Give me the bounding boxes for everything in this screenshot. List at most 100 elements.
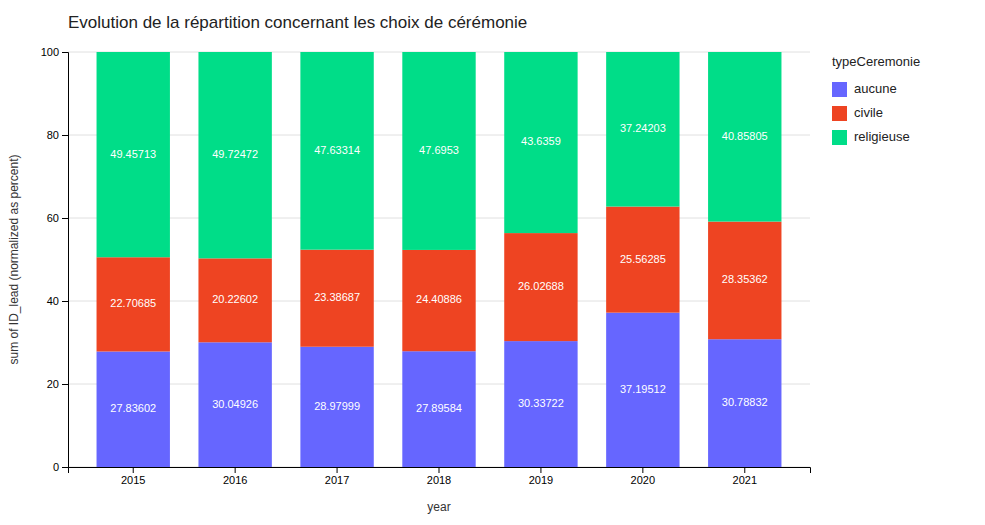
y-tick: 40 bbox=[47, 295, 68, 307]
legend-label: aucune bbox=[854, 81, 897, 96]
bar-segment bbox=[504, 341, 577, 467]
x-tick-label: 2021 bbox=[733, 474, 757, 486]
chart-title: Evolution de la répartition concernant l… bbox=[68, 13, 527, 32]
x-tick: 2018 bbox=[427, 467, 451, 486]
y-tick-mark bbox=[62, 384, 68, 385]
bar-segment bbox=[606, 207, 679, 313]
bar-segment bbox=[504, 233, 577, 341]
data-label: 37.24203 bbox=[620, 122, 666, 134]
data-label: 37.19512 bbox=[620, 383, 666, 395]
y-tick-label: 40 bbox=[47, 295, 59, 307]
y-tick-mark bbox=[62, 52, 68, 53]
chart-container: 27.83602 30.04926 28.97999 27.89584 30.33722… bbox=[0, 0, 985, 525]
x-tick: 2017 bbox=[325, 467, 349, 486]
y-tick: 20 bbox=[47, 378, 68, 390]
data-label: 43.6359 bbox=[521, 135, 561, 147]
data-label: 25.56285 bbox=[620, 253, 666, 265]
bar-segment bbox=[504, 52, 577, 233]
x-tick-label: 2019 bbox=[529, 474, 553, 486]
bar-segment bbox=[708, 339, 781, 467]
y-tick-label: 20 bbox=[47, 378, 59, 390]
legend-swatch bbox=[832, 106, 847, 121]
x-tick-label: 2020 bbox=[631, 474, 655, 486]
x-tick-mark bbox=[235, 467, 236, 473]
data-label: 27.83602 bbox=[110, 402, 156, 414]
x-tick: 2015 bbox=[121, 467, 145, 486]
bar-segment bbox=[198, 342, 271, 467]
data-label: 26.02688 bbox=[518, 280, 564, 292]
x-tick-label: 2016 bbox=[223, 474, 247, 486]
y-tick-mark bbox=[62, 135, 68, 136]
bar-segment bbox=[708, 222, 781, 340]
x-tick-mark bbox=[439, 467, 440, 473]
data-label: 49.72472 bbox=[212, 148, 258, 160]
y-tick: 0 bbox=[53, 461, 68, 473]
legend-label: civile bbox=[854, 105, 883, 120]
y-tick: 60 bbox=[47, 212, 68, 224]
legend-item: aucune bbox=[832, 81, 897, 97]
x-tick: 2021 bbox=[733, 467, 757, 486]
data-label: 28.35362 bbox=[722, 273, 768, 285]
bar-segment bbox=[300, 250, 373, 347]
data-label: 22.70685 bbox=[110, 297, 156, 309]
bar-segment bbox=[97, 52, 170, 257]
legend-title: typeCeremonie bbox=[832, 54, 920, 69]
legend-item: civile bbox=[832, 105, 883, 121]
data-label: 28.97999 bbox=[314, 400, 360, 412]
x-tick-mark bbox=[744, 467, 745, 473]
legend-label: religieuse bbox=[854, 129, 910, 144]
x-axis-title: year bbox=[427, 500, 450, 514]
y-tick-label: 60 bbox=[47, 212, 59, 224]
data-label: 24.40886 bbox=[416, 293, 462, 305]
y-tick-label: 100 bbox=[41, 46, 59, 58]
x-tick-label: 2017 bbox=[325, 474, 349, 486]
x-tick: 2016 bbox=[223, 467, 247, 486]
x-tick-mark bbox=[337, 467, 338, 473]
plot-area: 27.83602 30.04926 28.97999 27.89584 30.33722… bbox=[41, 46, 811, 486]
data-label: 30.04926 bbox=[212, 398, 258, 410]
data-label: 47.63314 bbox=[314, 144, 360, 156]
legend-swatch bbox=[832, 82, 847, 97]
y-tick-mark bbox=[62, 301, 68, 302]
y-axis-title: sum of ID_lead (normalized as percent) bbox=[7, 154, 21, 364]
x-tick-label: 2018 bbox=[427, 474, 451, 486]
data-label: 49.45713 bbox=[110, 148, 156, 160]
data-label: 27.89584 bbox=[416, 402, 462, 414]
bar-segment bbox=[97, 351, 170, 467]
y-tick-label: 0 bbox=[53, 461, 59, 473]
x-tick-label: 2015 bbox=[121, 474, 145, 486]
x-axis-line bbox=[69, 468, 811, 474]
bar-segment bbox=[402, 351, 475, 467]
y-axis-line bbox=[62, 53, 69, 468]
data-label: 30.78832 bbox=[722, 396, 768, 408]
chart-svg: 27.83602 30.04926 28.97999 27.89584 30.33722… bbox=[0, 0, 985, 525]
data-label: 23.38687 bbox=[314, 291, 360, 303]
x-tick: 2020 bbox=[631, 467, 655, 486]
data-labels: 27.83602 30.04926 28.97999 27.89584 30.33722… bbox=[110, 122, 767, 414]
x-tick-mark bbox=[540, 467, 541, 473]
legend-item: religieuse bbox=[832, 129, 910, 145]
bar-series bbox=[97, 52, 782, 258]
x-tick-mark bbox=[642, 467, 643, 473]
bar-segment bbox=[300, 52, 373, 250]
data-label: 40.85805 bbox=[722, 130, 768, 142]
x-tick: 2019 bbox=[529, 467, 553, 486]
y-tick: 80 bbox=[47, 129, 68, 141]
x-tick-mark bbox=[133, 467, 134, 473]
grid bbox=[68, 52, 810, 467]
legend: typeCeremonie aucune civile religieuse bbox=[832, 54, 920, 145]
bar-segment bbox=[606, 313, 679, 467]
bar-segment bbox=[402, 250, 475, 351]
bar-segment bbox=[708, 52, 781, 222]
data-label: 20.22602 bbox=[212, 293, 258, 305]
bar-segment bbox=[300, 347, 373, 467]
bar-segment bbox=[198, 52, 271, 258]
y-axis: 0 20 40 60 80 100 bbox=[41, 46, 69, 473]
y-tick-mark bbox=[62, 467, 68, 468]
x-axis: 2015 2016 2017 2018 2019 2020 2021 bbox=[69, 467, 811, 486]
data-label: 47.6953 bbox=[419, 144, 459, 156]
bars bbox=[97, 52, 782, 467]
bar-segment bbox=[606, 52, 679, 207]
data-label: 30.33722 bbox=[518, 397, 564, 409]
y-tick-mark bbox=[62, 218, 68, 219]
